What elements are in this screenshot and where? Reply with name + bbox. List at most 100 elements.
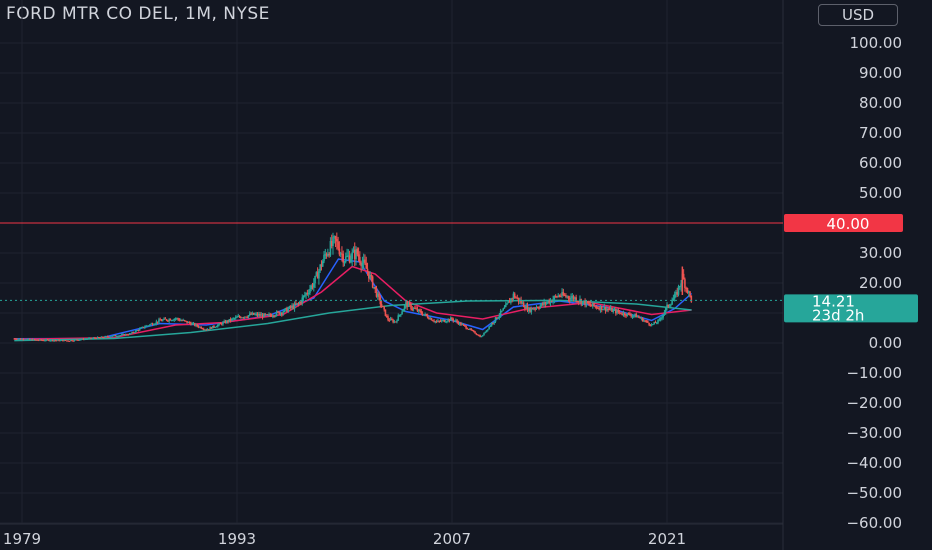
- candle-body: [182, 320, 185, 322]
- candle-body: [247, 315, 250, 318]
- candle-body: [506, 303, 508, 305]
- candle-body: [543, 302, 545, 305]
- candle-body: [566, 296, 568, 298]
- candle-body: [113, 335, 115, 337]
- candle-body: [447, 319, 449, 322]
- candle-body: [287, 308, 289, 312]
- candle-body: [227, 320, 229, 322]
- candle-body: [307, 293, 310, 295]
- candle-body: [483, 332, 485, 336]
- candle-body: [375, 288, 378, 297]
- candle-body: [26, 339, 28, 341]
- candle-body: [630, 315, 632, 317]
- candle-body: [323, 254, 325, 262]
- candle-body: [97, 337, 100, 339]
- candle-body: [236, 316, 238, 318]
- candle-body: [96, 337, 99, 339]
- candle-body: [391, 318, 393, 320]
- candle-body: [353, 249, 356, 260]
- y-tick-label: 20.00: [859, 274, 902, 292]
- candle-body: [155, 321, 158, 324]
- candle-body: [636, 316, 639, 318]
- candle-body: [251, 312, 254, 315]
- candle-body: [472, 330, 475, 332]
- candle-body: [145, 325, 147, 327]
- candle-body: [76, 339, 78, 341]
- candle-body: [686, 288, 689, 293]
- candle-body: [57, 339, 59, 341]
- candle-body: [101, 336, 104, 338]
- moving-average-line: [14, 299, 692, 342]
- candle-body: [232, 318, 234, 320]
- candle-body: [488, 326, 490, 330]
- candle-body: [138, 328, 141, 331]
- candle-body: [559, 295, 562, 297]
- y-tick-label: 30.00: [859, 244, 902, 262]
- candle-body: [393, 321, 396, 323]
- y-tick-label: 50.00: [859, 184, 902, 202]
- y-tick-label: 90.00: [859, 64, 902, 82]
- candle-body: [351, 252, 353, 259]
- candle-body: [591, 303, 594, 307]
- candle-body: [369, 274, 371, 279]
- candle-body: [355, 249, 357, 260]
- candle-body: [394, 321, 397, 323]
- candle-body: [123, 334, 126, 336]
- candle-body: [397, 315, 400, 321]
- candle-body: [48, 339, 50, 341]
- candle-body: [448, 319, 451, 321]
- candle-body: [515, 297, 517, 299]
- candle-body: [426, 315, 429, 318]
- candle-body: [361, 262, 364, 267]
- candle-body: [467, 329, 470, 331]
- candle-body: [150, 323, 153, 325]
- candle-body: [437, 320, 439, 322]
- candle-body: [612, 309, 615, 312]
- candle-body: [137, 330, 140, 332]
- candle-body: [553, 296, 556, 300]
- candle-body: [533, 308, 535, 310]
- candle-body: [607, 308, 609, 310]
- candle-body: [218, 323, 220, 325]
- candle-body: [270, 315, 273, 317]
- candle-body: [424, 313, 426, 315]
- candle-body: [668, 305, 671, 307]
- currency-button[interactable]: USD: [818, 4, 898, 26]
- candle-body: [494, 317, 497, 322]
- candle-body: [539, 305, 542, 309]
- candle-body: [571, 296, 574, 298]
- candle-body: [77, 339, 80, 341]
- candle-body: [609, 307, 612, 310]
- candle-body: [594, 306, 597, 308]
- candle-body: [320, 264, 323, 267]
- candle-body: [511, 298, 513, 300]
- candle-body: [174, 318, 177, 320]
- candle-body: [520, 300, 522, 304]
- candle-body: [131, 332, 133, 334]
- candle-body: [344, 256, 347, 263]
- candle-body: [188, 321, 191, 324]
- candle-body: [215, 326, 218, 328]
- candle-body: [241, 317, 243, 319]
- candle-body: [328, 253, 330, 256]
- candle-body: [161, 319, 164, 321]
- y-tick-label: 0.00: [869, 334, 902, 352]
- candle-body: [581, 301, 584, 304]
- candle-body: [644, 320, 647, 322]
- candle-body: [529, 307, 531, 312]
- candle-body: [469, 328, 471, 330]
- candle-body: [493, 321, 496, 324]
- candle-body: [562, 292, 565, 296]
- candle-body: [197, 326, 200, 328]
- candle-body: [428, 317, 430, 320]
- x-tick-label: 1993: [218, 530, 256, 548]
- candle-body: [678, 286, 681, 288]
- candle-body: [479, 335, 481, 338]
- candle-body: [202, 328, 205, 330]
- candle-body: [378, 293, 380, 298]
- candle-body: [19, 338, 22, 340]
- candle-body: [433, 320, 435, 322]
- candle-body: [685, 287, 687, 289]
- candle-body: [154, 323, 156, 325]
